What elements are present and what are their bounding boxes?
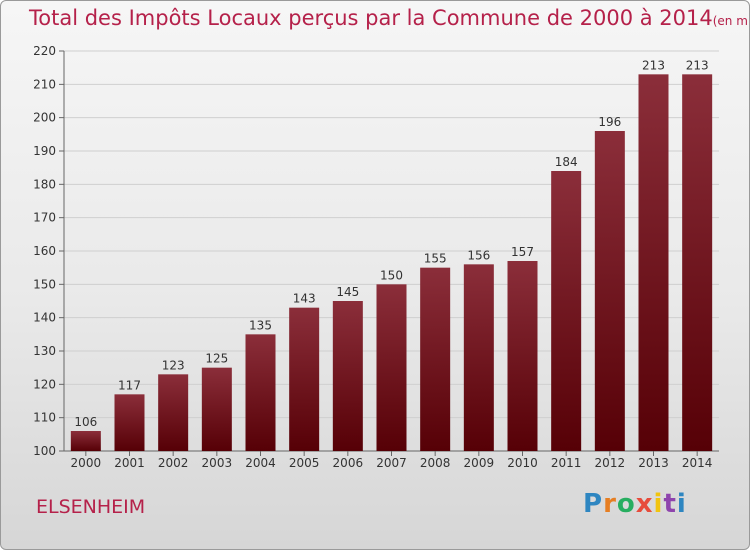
y-tick-label: 210 [33,77,56,91]
chart-unit: (en milliers d'€) [712,14,750,28]
logo-letter: P [583,489,604,519]
value-label: 213 [642,58,665,72]
y-tick-label: 100 [33,444,56,458]
bar-2011 [551,171,582,451]
value-label: 145 [336,285,359,299]
y-tick-label: 150 [33,277,56,291]
value-label: 196 [598,115,621,129]
y-tick-label: 180 [33,177,56,191]
logo-letter: i [653,489,664,519]
bar-2012 [594,131,625,451]
value-label: 125 [205,352,228,366]
x-tick-label: 2000 [71,456,102,470]
logo-letter: r [603,489,617,519]
y-tick-label: 110 [33,411,56,425]
x-tick-label: 2002 [158,456,189,470]
y-tick-label: 120 [33,377,56,391]
proxiti-logo: Proxiti [583,489,687,519]
bar-2010 [507,261,538,451]
x-tick-label: 2009 [464,456,495,470]
bar-2002 [158,374,189,451]
bar-2004 [245,334,276,451]
y-tick-label: 160 [33,244,56,258]
x-tick-label: 2012 [595,456,626,470]
value-label: 106 [74,415,97,429]
x-tick-label: 2013 [638,456,669,470]
bar-2000 [70,431,101,451]
value-label: 150 [380,268,403,282]
value-label: 123 [162,358,185,372]
logo-letter: o [616,489,636,519]
value-label: 184 [555,155,578,169]
bars [70,74,713,451]
bar-2001 [114,394,145,451]
bar-2014 [682,74,713,451]
bar-2009 [463,264,494,451]
labels: 2000 106 2001 117 2002 123 2003 125 2004 135 2005 1… [71,58,713,470]
chart-title-text: Total des Impôts Locaux perçus par la Co… [29,6,713,30]
value-label: 155 [424,252,447,266]
x-tick-label: 2014 [682,456,713,470]
x-tick-label: 2010 [507,456,538,470]
logo-letter: x [635,489,654,519]
chart-title: Total des Impôts Locaux perçus par la Co… [29,6,750,30]
bar-2005 [289,307,320,451]
bar-2013 [638,74,669,451]
commune-name: ELSENHEIM [36,496,146,518]
y-tick-label: 220 [33,44,56,58]
x-tick-label: 2004 [245,456,276,470]
logo-letter: i [676,489,687,519]
y-tick-label: 170 [33,211,56,225]
logo-letter: t [663,489,677,519]
bar-2003 [201,367,232,451]
x-tick-label: 2008 [420,456,451,470]
bar-2006 [332,301,363,451]
value-label: 156 [467,248,490,262]
value-label: 117 [118,378,141,392]
x-tick-label: 2007 [376,456,407,470]
value-label: 143 [293,292,316,306]
y-tick-label: 130 [33,344,56,358]
bar-2008 [420,267,451,451]
y-tick-label: 140 [33,311,56,325]
x-tick-label: 2005 [289,456,320,470]
x-tick-label: 2011 [551,456,582,470]
y-tick-label: 190 [33,144,56,158]
value-label: 213 [686,58,709,72]
y-tick-label: 200 [33,111,56,125]
x-tick-label: 2006 [333,456,364,470]
bar-2007 [376,284,407,451]
axes: 100 110 120 130 140 150 160 170 180 190 200 210 220 [33,44,719,458]
value-label: 135 [249,318,272,332]
x-tick-label: 2001 [114,456,145,470]
x-tick-label: 2003 [202,456,233,470]
value-label: 157 [511,245,534,259]
